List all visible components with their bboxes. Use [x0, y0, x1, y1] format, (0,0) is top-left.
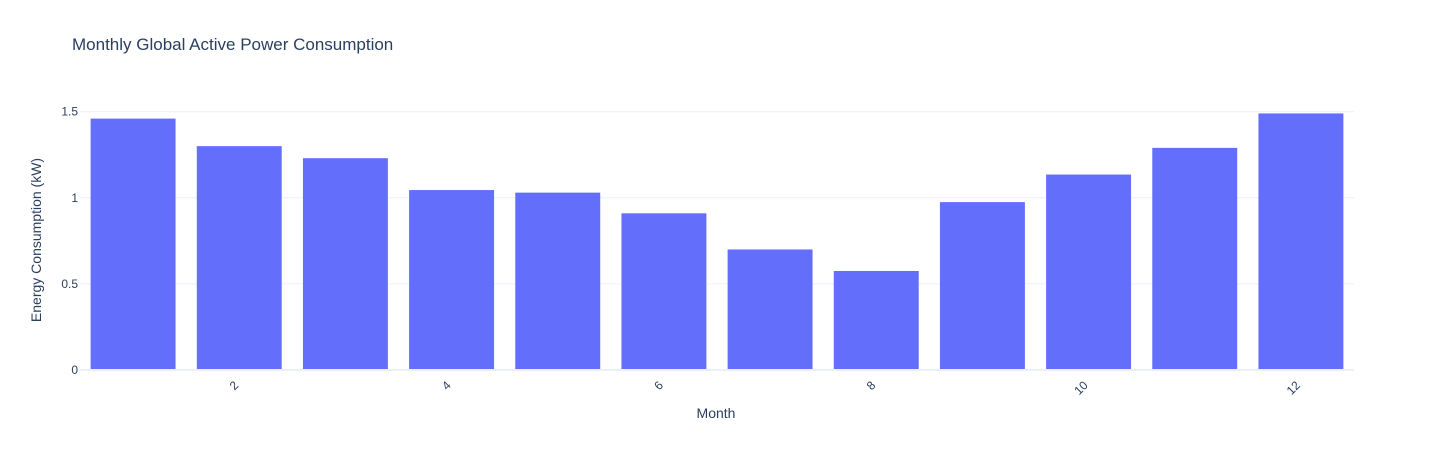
y-tick-label: 1: [71, 191, 78, 205]
gridlines: [80, 111, 1354, 285]
y-tick-label: 1.5: [61, 105, 78, 119]
bar-month-4[interactable]: [409, 190, 495, 370]
chart-title: Monthly Global Active Power Consumption: [72, 35, 393, 54]
x-axis-title: Month: [697, 405, 736, 421]
y-tick-label: 0.5: [61, 277, 78, 291]
bar-month-5[interactable]: [515, 192, 601, 370]
bar-month-3[interactable]: [302, 158, 388, 370]
bar-month-6[interactable]: [621, 213, 707, 370]
bar-month-9[interactable]: [939, 202, 1025, 370]
bar-month-1[interactable]: [90, 118, 176, 370]
bar-month-12[interactable]: [1258, 113, 1344, 370]
y-axis-title: Energy Consumption (kW): [28, 158, 44, 322]
bar-month-11[interactable]: [1152, 147, 1238, 370]
bars: [80, 113, 1354, 371]
bar-month-2[interactable]: [196, 146, 282, 370]
bar-month-10[interactable]: [1046, 174, 1132, 370]
bar-month-8[interactable]: [833, 270, 919, 370]
y-tick-label: 0: [71, 363, 78, 377]
bar-month-7[interactable]: [727, 249, 813, 370]
y-axis-ticks: 0 0.5 1 1.5: [61, 105, 78, 377]
